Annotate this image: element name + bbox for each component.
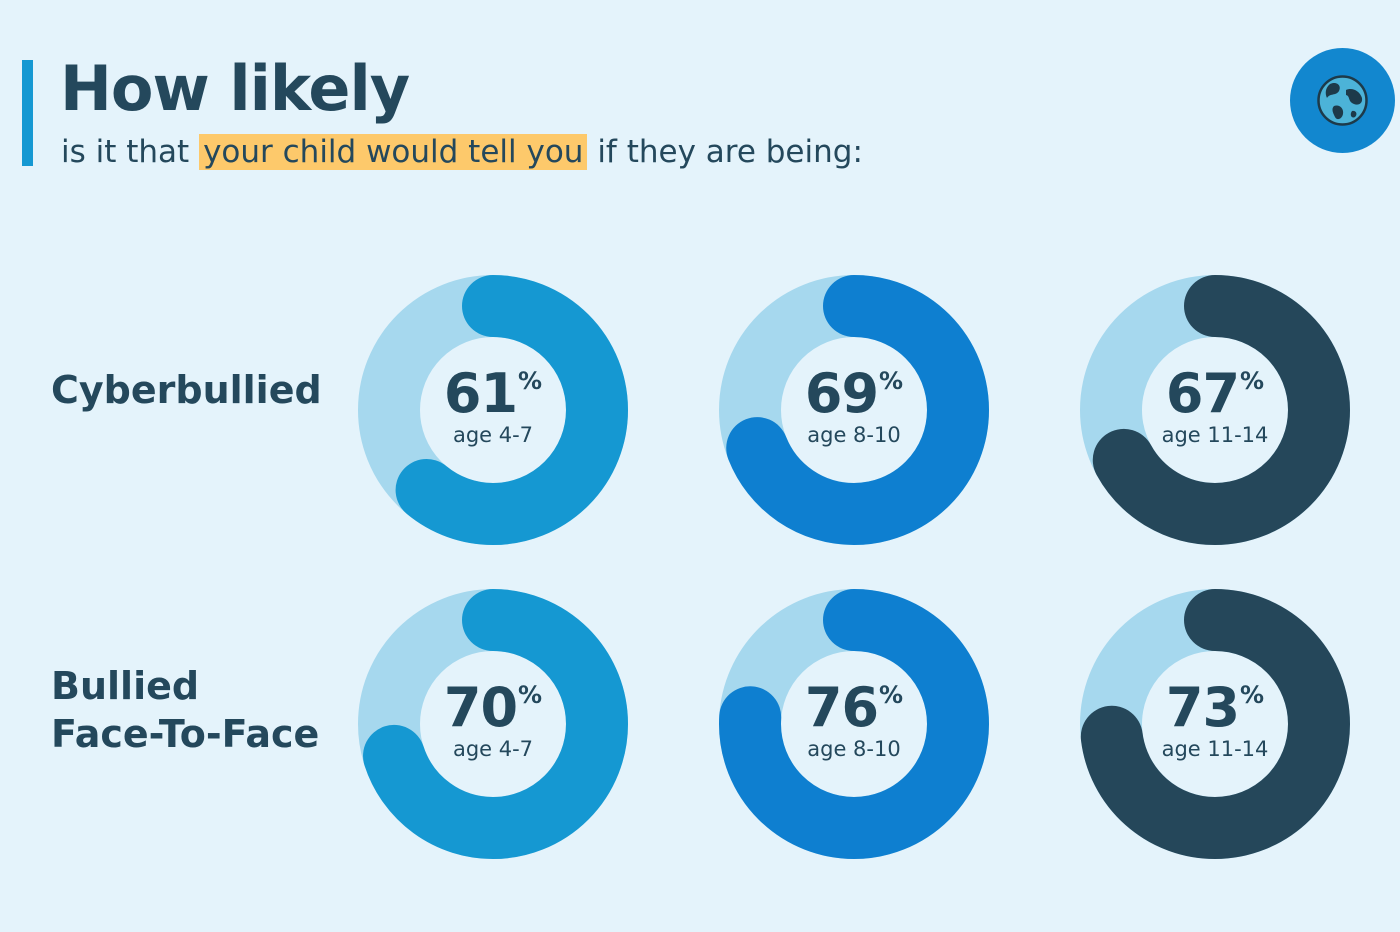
donut-center: 73% age 11-14 <box>1075 584 1355 864</box>
row-label-cyberbullied: Cyberbullied <box>51 366 322 414</box>
donut-chart: 73% age 11-14 <box>1075 584 1355 864</box>
donut-center: 67% age 11-14 <box>1075 270 1355 550</box>
globe-icon <box>1317 75 1368 126</box>
donut-chart: 70% age 4-7 <box>353 584 633 864</box>
donut-svg <box>358 589 628 859</box>
age-label: age 11-14 <box>1161 423 1269 447</box>
percent-value: 69 <box>804 362 879 425</box>
percent-sign: % <box>879 367 904 395</box>
age-label: age 8-10 <box>807 737 901 761</box>
donut-arc <box>358 589 628 859</box>
donut-center: 69% age 8-10 <box>714 270 994 550</box>
percent-sign: % <box>518 681 543 709</box>
age-label: age 4-7 <box>452 737 534 761</box>
donut-center: 61% age 4-7 <box>353 270 633 550</box>
donut-arc <box>719 589 989 859</box>
title-accent-bar <box>22 60 33 166</box>
percent-label: 76% <box>805 681 903 735</box>
age-label: age 4-7 <box>452 423 534 447</box>
percent-label: 70% <box>444 681 542 735</box>
percent-sign: % <box>518 367 543 395</box>
donut-chart: 76% age 8-10 <box>714 584 994 864</box>
row-label-line: Bullied <box>51 664 200 708</box>
percent-label: 73% <box>1166 681 1264 735</box>
percent-value: 61 <box>443 362 518 425</box>
donut-center: 70% age 4-7 <box>353 584 633 864</box>
percent-value: 76 <box>804 676 879 739</box>
page-subtitle: is it that your child would tell you if … <box>61 134 863 170</box>
subtitle-highlight: your child would tell you <box>199 134 588 170</box>
donut-chart: 61% age 4-7 <box>353 270 633 550</box>
row-label-line: Face-To-Face <box>51 712 320 756</box>
donut-chart: 69% age 8-10 <box>714 270 994 550</box>
logo-badge <box>1290 48 1395 153</box>
donut-svg <box>358 275 628 545</box>
donut-svg <box>719 275 989 545</box>
age-label: age 8-10 <box>807 423 901 447</box>
subtitle-end: if they are being: <box>597 134 863 170</box>
donut-svg <box>1080 589 1350 859</box>
donut-svg <box>719 589 989 859</box>
donut-arc <box>719 275 989 545</box>
page-title: How likely <box>60 52 410 125</box>
row-label-line: Cyberbullied <box>51 368 322 412</box>
donut-chart: 67% age 11-14 <box>1075 270 1355 550</box>
percent-sign: % <box>879 681 904 709</box>
subtitle-start: is it that <box>61 134 190 170</box>
percent-label: 61% <box>444 367 542 421</box>
percent-value: 73 <box>1165 676 1240 739</box>
donut-center: 76% age 8-10 <box>714 584 994 864</box>
donut-svg <box>1080 275 1350 545</box>
donut-arc <box>1080 589 1350 859</box>
row-label-bullied-face-to-face: Bullied Face-To-Face <box>51 662 319 758</box>
age-label: age 11-14 <box>1161 737 1269 761</box>
percent-sign: % <box>1240 367 1265 395</box>
percent-value: 70 <box>443 676 518 739</box>
percent-sign: % <box>1240 681 1265 709</box>
donut-arc <box>1080 275 1350 545</box>
percent-value: 67 <box>1165 362 1240 425</box>
percent-label: 69% <box>805 367 903 421</box>
percent-label: 67% <box>1166 367 1264 421</box>
donut-arc <box>358 275 628 545</box>
